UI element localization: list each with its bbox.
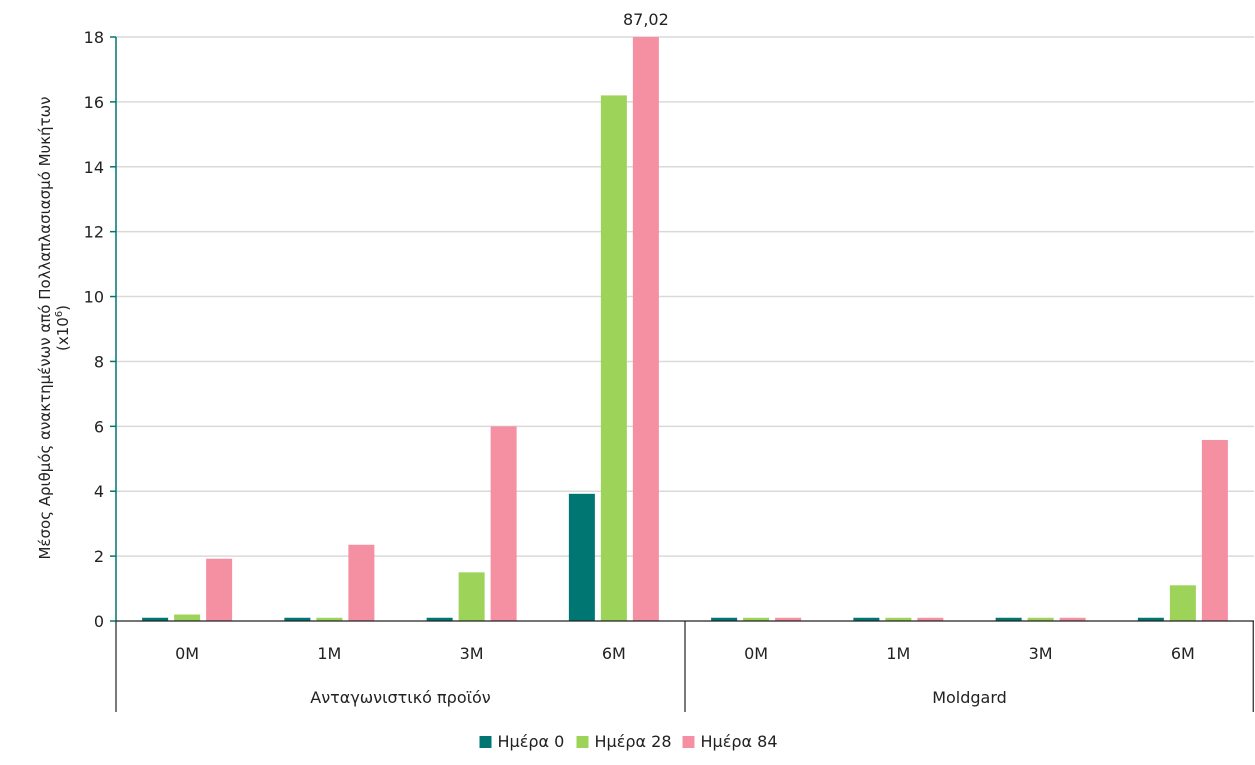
bar	[1137, 617, 1164, 621]
bar	[1027, 617, 1054, 621]
x-category-label: 3M	[460, 644, 484, 663]
x-category-label: 1M	[886, 644, 910, 663]
legend-label: Ημέρα 28	[595, 732, 672, 751]
bar	[775, 617, 802, 621]
bar	[632, 37, 659, 621]
x-category-label: 1M	[317, 644, 341, 663]
y-tick-label: 2	[94, 547, 104, 566]
legend: Ημέρα 0 Ημέρα 28 Ημέρα 84	[479, 732, 778, 751]
bar	[284, 617, 311, 621]
bar	[1059, 617, 1086, 621]
y-tick-label: 12	[84, 223, 104, 242]
legend-swatch	[682, 736, 695, 748]
gridlines	[116, 36, 1254, 557]
y-tick-label: 8	[94, 352, 104, 371]
y-tick-label: 10	[84, 288, 104, 307]
bar	[348, 544, 375, 621]
bar	[142, 617, 169, 621]
bar	[743, 617, 770, 621]
data-label: 87,02	[623, 10, 669, 29]
x-category-label: 6M	[602, 644, 626, 663]
bar	[853, 617, 880, 621]
bar	[885, 617, 912, 621]
bar	[995, 617, 1022, 621]
legend-label: Ημέρα 0	[498, 732, 565, 751]
bar	[426, 617, 453, 621]
bar	[711, 617, 738, 621]
y-tick-label: 16	[84, 93, 104, 112]
y-tick-label: 18	[84, 28, 104, 47]
legend-label: Ημέρα 84	[701, 732, 778, 751]
y-tick-label: 14	[84, 158, 104, 177]
group-label: Ανταγωνιστικό προϊόν	[310, 688, 491, 707]
legend-swatch	[479, 736, 492, 748]
bar	[568, 493, 595, 621]
legend-swatch	[576, 736, 589, 748]
bar	[1169, 585, 1196, 621]
y-tick-label: 6	[94, 417, 104, 436]
y-axis-title: Μέσος Αριθμός ανακτημένων από Πολλαπλασι…	[36, 96, 54, 559]
x-category-label: 6M	[1171, 644, 1195, 663]
bar	[600, 95, 627, 621]
axes	[110, 36, 1254, 712]
bar	[316, 617, 343, 621]
group-label: Moldgard	[932, 688, 1007, 707]
y-axis-unit: (x106)	[54, 305, 72, 351]
bar	[458, 572, 485, 621]
x-category-label: 0M	[744, 644, 768, 663]
x-category-label: 0M	[175, 644, 199, 663]
bar	[490, 426, 517, 621]
x-category-label: 3M	[1029, 644, 1053, 663]
y-tick-label: 0	[94, 612, 104, 631]
bar	[1201, 439, 1228, 621]
bar	[206, 558, 233, 621]
y-tick-label: 4	[94, 482, 104, 501]
bar	[917, 617, 944, 621]
bars	[142, 37, 1228, 621]
bar	[174, 614, 201, 621]
axis-labels: 0 2 4 6 8 10 12 14 16 18 0M 1M 3M 6M 0M 1M 3M 6M 87,02 Αντα…	[84, 10, 1195, 707]
